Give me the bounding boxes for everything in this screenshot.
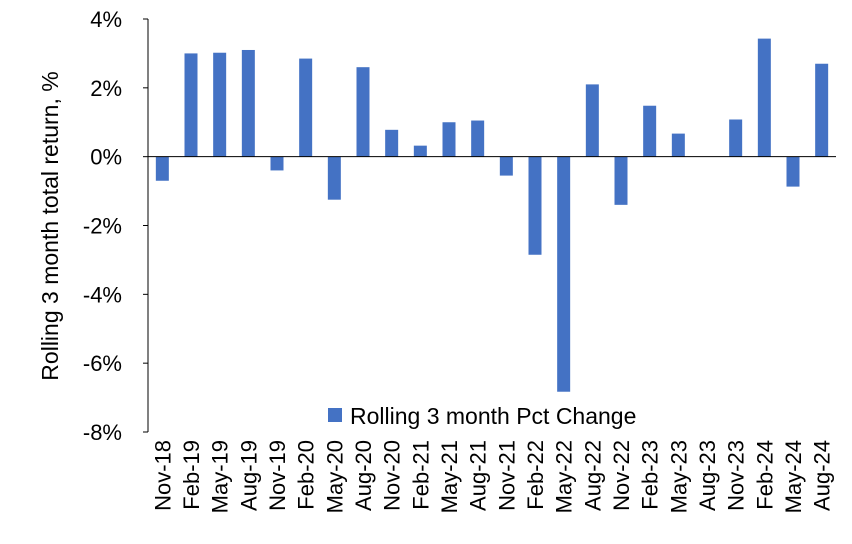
bar-May-21 (442, 122, 456, 157)
bar-May-20 (327, 156, 341, 200)
bar-Aug-24 (815, 63, 829, 157)
bar-Nov-20 (385, 129, 399, 157)
y-tick-label: -4% (83, 282, 122, 307)
bar-May-24 (786, 156, 800, 187)
y-tick-label: 4% (90, 7, 122, 32)
bar-Feb-22 (528, 156, 542, 255)
x-tick-label: Nov-21 (494, 440, 519, 511)
bar-Feb-20 (299, 58, 313, 157)
x-tick-label: Aug-22 (580, 440, 605, 511)
x-tick-label: Nov-18 (150, 440, 175, 511)
x-tick-label: May-20 (322, 440, 347, 513)
bar-Nov-21 (499, 156, 513, 176)
bar-May-19 (213, 52, 227, 157)
x-tick-label: Aug-23 (695, 440, 720, 511)
bar-Aug-19 (241, 49, 255, 157)
x-tick-label: Feb-19 (179, 440, 204, 510)
x-tick-label: Nov-22 (609, 440, 634, 511)
x-tick-label: Feb-22 (523, 440, 548, 510)
bar-Feb-21 (413, 145, 427, 157)
x-tick-label: Feb-23 (638, 440, 663, 510)
bar-Nov-22 (614, 156, 628, 205)
bar-Aug-20 (356, 67, 370, 157)
y-tick-label: 2% (90, 76, 122, 101)
x-tick-label: Aug-19 (236, 440, 261, 511)
bar-Feb-19 (184, 53, 198, 157)
legend-label: Rolling 3 month Pct Change (350, 403, 636, 429)
x-tick-label: Nov-23 (724, 440, 749, 511)
x-tick-label: Feb-20 (294, 440, 319, 510)
x-tick-label: Aug-20 (351, 440, 376, 511)
bar-Nov-19 (270, 156, 284, 171)
y-axis-label: Rolling 3 month total return, % (37, 71, 63, 380)
x-ticks: Nov-18 Feb-19 May-19 Aug-19 Nov-19 Feb-20 May-… (150, 440, 834, 513)
bar-Aug-21 (471, 120, 485, 157)
bar-Aug-22 (585, 84, 599, 157)
x-tick-label: May-23 (666, 440, 691, 513)
legend-swatch (328, 408, 342, 422)
x-tick-label: May-22 (552, 440, 577, 513)
bar-Nov-23 (729, 119, 743, 157)
x-tick-label: Feb-21 (408, 440, 433, 510)
x-tick-label: Aug-21 (466, 440, 491, 511)
y-ticks: -8% -6% -4% -2% 0% 2% 4% (83, 7, 148, 445)
bars-group (155, 38, 829, 392)
x-tick-label: May-19 (208, 440, 233, 513)
x-tick-label: May-24 (781, 440, 806, 513)
x-tick-label: Aug-24 (810, 440, 835, 511)
bar-Nov-18 (155, 156, 169, 181)
x-tick-label: Nov-19 (265, 440, 290, 511)
legend: Rolling 3 month Pct Change (328, 403, 636, 429)
y-tick-label: 0% (90, 145, 122, 170)
bar-May-23 (671, 133, 685, 157)
y-tick-label: -6% (83, 351, 122, 376)
x-tick-label: Nov-20 (380, 440, 405, 511)
bar-May-22 (557, 156, 571, 392)
bar-Feb-24 (757, 38, 771, 157)
y-tick-label: -8% (83, 420, 122, 445)
x-tick-label: May-21 (437, 440, 462, 513)
x-tick-label: Feb-24 (752, 440, 777, 510)
bar-Feb-23 (643, 105, 657, 157)
y-tick-label: -2% (83, 214, 122, 239)
